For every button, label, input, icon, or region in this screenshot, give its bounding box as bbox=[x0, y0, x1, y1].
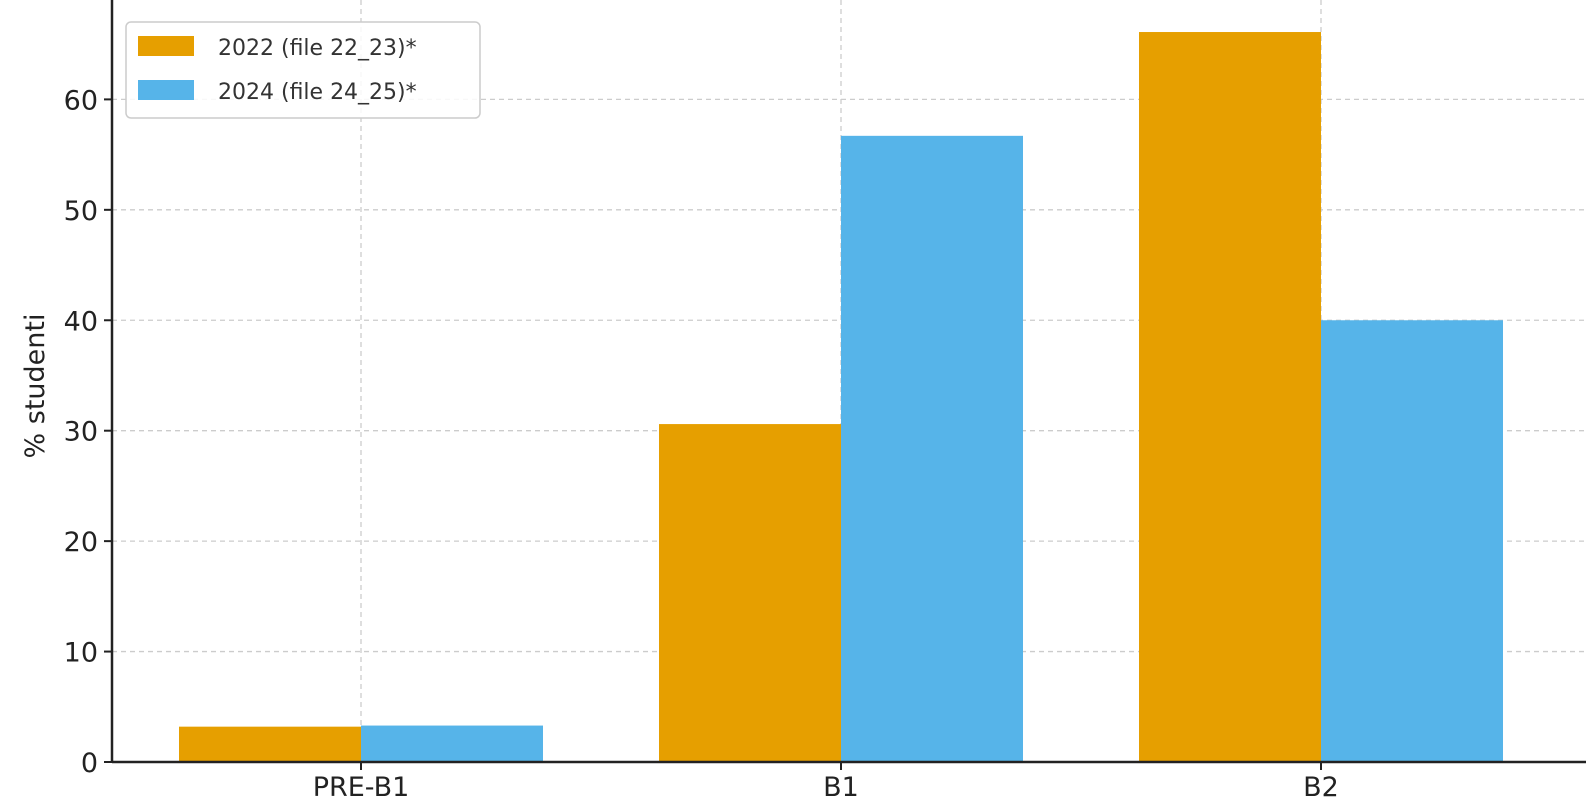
bars bbox=[179, 32, 1503, 763]
y-tick-label: 60 bbox=[64, 85, 98, 116]
x-tick-label: B2 bbox=[1303, 772, 1339, 803]
bar-2024-pre-b1 bbox=[361, 725, 543, 762]
legend-label-2024: 2024 (file 24_25)* bbox=[218, 80, 417, 105]
legend-box bbox=[125, 21, 481, 119]
bar-2024-b1 bbox=[841, 135, 1023, 762]
legend-swatch-2024 bbox=[138, 80, 194, 100]
y-tick-label: 20 bbox=[64, 527, 98, 558]
bar-2022-pre-b1 bbox=[179, 726, 361, 762]
bar-2022-b1 bbox=[659, 424, 841, 762]
axes bbox=[110, 0, 1586, 764]
legend: 2022 (file 22_23)* 2024 (file 24_25)* bbox=[125, 21, 481, 119]
bar-2024-b2 bbox=[1321, 320, 1503, 762]
legend-label-2022: 2022 (file 22_23)* bbox=[218, 36, 417, 61]
x-tick-label: PRE-B1 bbox=[313, 772, 410, 803]
x-tick-label: B1 bbox=[823, 772, 859, 803]
y-axis-label: % studenti bbox=[20, 314, 51, 459]
x-axis-ticks: PRE-B1 B1 B2 bbox=[313, 762, 1339, 803]
y-axis-ticks: 0 10 20 30 40 50 60 bbox=[64, 85, 112, 779]
y-tick-label: 50 bbox=[64, 196, 98, 227]
bar-2022-b2 bbox=[1139, 32, 1321, 763]
y-tick-label: 10 bbox=[64, 638, 98, 669]
legend-swatch-2022 bbox=[138, 36, 194, 56]
y-tick-label: 0 bbox=[81, 748, 98, 779]
y-tick-label: 30 bbox=[64, 417, 98, 448]
y-tick-label: 40 bbox=[64, 306, 98, 337]
